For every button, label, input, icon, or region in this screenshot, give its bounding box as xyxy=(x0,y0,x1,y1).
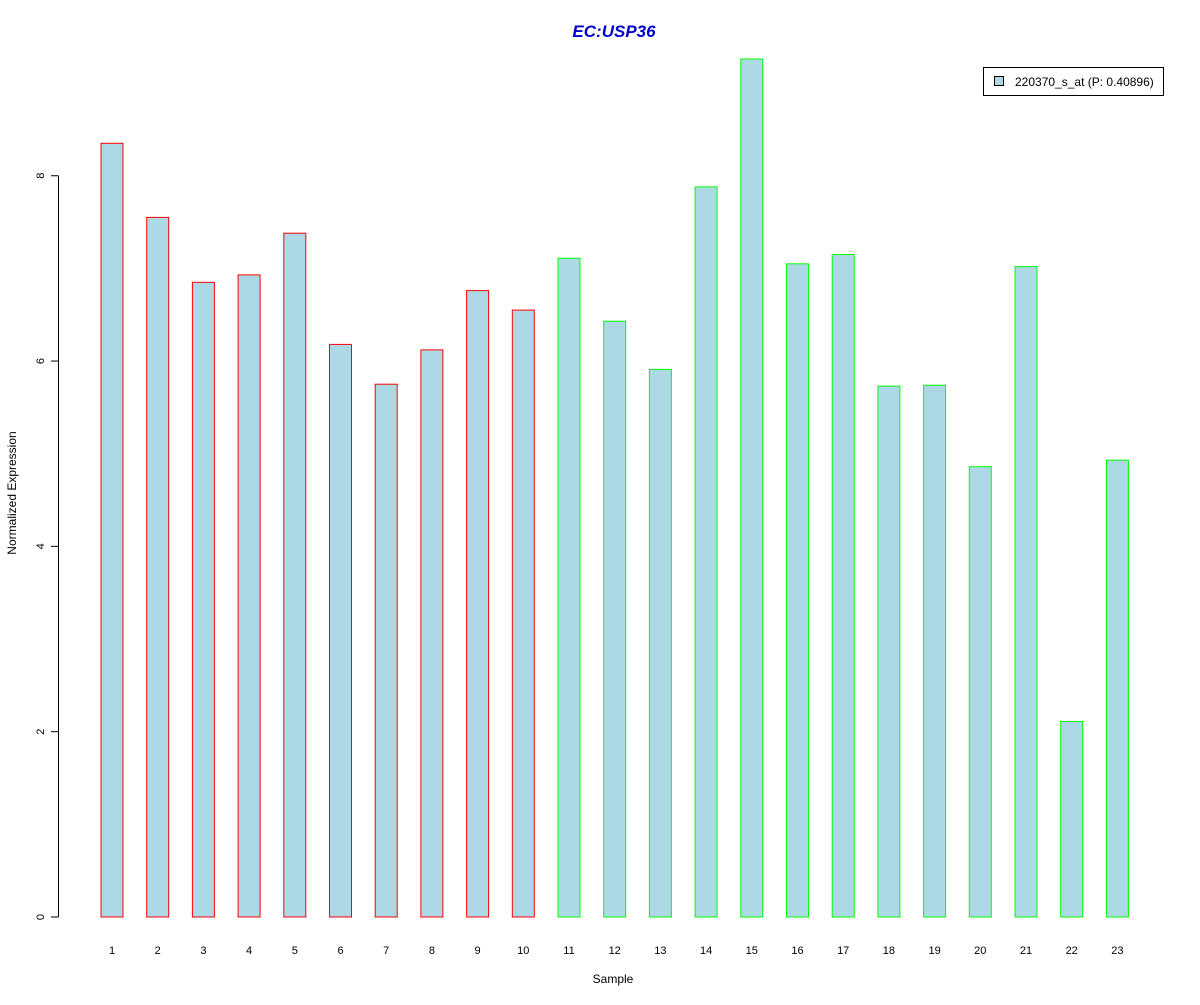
x-tick-label: 6 xyxy=(337,945,343,957)
x-tick-label: 8 xyxy=(429,945,435,957)
x-tick-label: 13 xyxy=(654,945,666,957)
x-tick-label: 23 xyxy=(1111,945,1123,957)
bars-group xyxy=(100,58,1129,918)
y-tick-label: 8 xyxy=(35,173,47,179)
bar-sample-10 xyxy=(511,309,535,918)
bar-sample-23 xyxy=(1105,459,1129,918)
y-tick-label: 2 xyxy=(35,729,47,735)
x-tick-label: 7 xyxy=(383,945,389,957)
legend-swatch xyxy=(994,76,1004,86)
bar-sample-1 xyxy=(100,142,124,918)
x-tick-label: 20 xyxy=(974,945,986,957)
legend-label: 220370_s_at (P: 0.40896) xyxy=(1015,75,1154,89)
bar-sample-4 xyxy=(237,274,261,918)
bar-sample-5 xyxy=(283,232,307,918)
bar-sample-14 xyxy=(694,186,718,918)
bar-sample-17 xyxy=(831,254,855,918)
x-tick-label: 4 xyxy=(246,945,252,957)
y-axis-title: Normalized Expression xyxy=(5,431,19,554)
x-tick-label: 15 xyxy=(746,945,758,957)
y-axis: 0 2 4 6 8 xyxy=(35,173,59,920)
x-axis-title: Sample xyxy=(593,972,634,986)
y-tick-label: 6 xyxy=(35,358,47,364)
x-tick-label: 14 xyxy=(700,945,712,957)
bar-sample-8 xyxy=(420,349,444,918)
bar-sample-22 xyxy=(1060,721,1084,918)
x-tick-label: 19 xyxy=(928,945,940,957)
x-tick-label: 11 xyxy=(563,945,574,957)
bar-sample-16 xyxy=(786,263,809,918)
y-tick-label: 4 xyxy=(35,543,47,549)
bar-sample-11 xyxy=(557,257,581,918)
legend-box xyxy=(983,67,1164,96)
bar-sample-2 xyxy=(146,216,170,918)
bar-sample-20 xyxy=(968,466,992,918)
bar-sample-3 xyxy=(191,281,215,918)
x-tick-label: 1 xyxy=(109,945,115,957)
bar-sample-13 xyxy=(648,368,672,918)
x-tick-label: 3 xyxy=(200,945,206,957)
x-tick-label: 16 xyxy=(791,945,803,957)
x-tick-label: 21 xyxy=(1020,945,1032,957)
bar-sample-9 xyxy=(466,290,490,918)
x-tick-label: 22 xyxy=(1066,945,1078,957)
x-tick-label: 18 xyxy=(883,945,895,957)
bar-sample-19 xyxy=(923,384,947,918)
bar-sample-18 xyxy=(877,385,901,918)
x-tick-label: 5 xyxy=(292,945,298,957)
x-tick-label: 12 xyxy=(609,945,621,957)
x-tick-label: 2 xyxy=(155,945,161,957)
x-tick-labels: 1 2 3 4 5 6 7 8 9 10 11 12 13 14 15 16 17 18 19 20 21 22 23 xyxy=(109,945,1124,957)
legend: 220370_s_at (P: 0.40896) xyxy=(983,67,1164,96)
y-tick-label: 0 xyxy=(35,914,47,920)
x-tick-label: 10 xyxy=(517,945,529,957)
bar-sample-7 xyxy=(374,383,398,918)
bar-sample-6 xyxy=(329,343,352,918)
bar-sample-15 xyxy=(740,58,764,918)
x-tick-label: 9 xyxy=(475,945,481,957)
chart-title: EC:USP36 xyxy=(572,22,656,41)
x-tick-label: 17 xyxy=(837,945,849,957)
bar-sample-12 xyxy=(603,320,627,918)
bar-sample-21 xyxy=(1014,266,1038,918)
